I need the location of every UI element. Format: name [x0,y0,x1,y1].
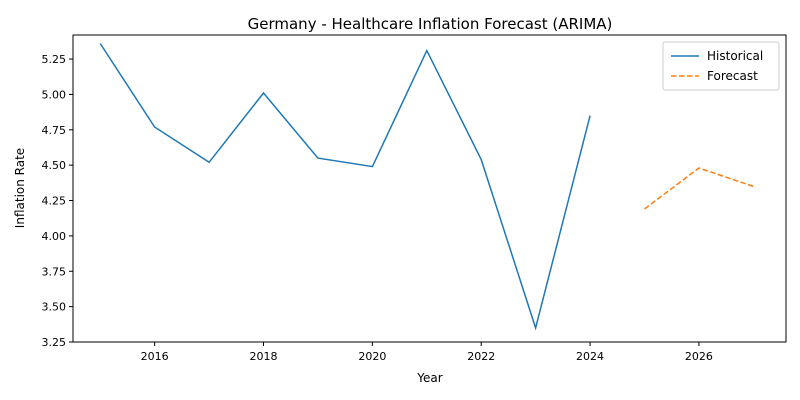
y-tick-label: 4.25 [42,195,67,208]
y-tick-label: 3.25 [42,336,67,349]
x-tick-label: 2022 [467,350,495,363]
legend-label-historical: Historical [707,49,763,63]
x-tick-label: 2018 [249,350,277,363]
legend-box [662,41,780,91]
series-line-forecast [644,167,754,210]
legend-label-forecast: Forecast [707,69,758,83]
x-axis-label: Year [416,371,442,385]
plot-area: 2016 2018 2020 2022 2024 2026 3.25 3.50 3.75 4.00… [42,43,754,363]
y-axis-label: Inflation Rate [13,148,27,228]
y-tick-label: 3.50 [42,301,67,314]
y-tick-label: 4.75 [42,124,67,137]
series-line-historical [99,43,591,331]
chart-title: Germany - Healthcare Inflation Forecast … [248,15,613,33]
x-tick-label: 2024 [576,350,604,363]
axes-frame [72,34,787,343]
y-tick-label: 3.75 [42,265,67,278]
y-tick-label: 5.25 [42,53,67,66]
x-tick-label: 2026 [685,350,713,363]
y-tick-label: 5.00 [42,88,67,101]
x-tick-label: 2016 [141,350,169,363]
legend: Historical Forecast [662,41,780,91]
y-tick-label: 4.00 [42,230,67,243]
x-tick-label: 2020 [358,350,386,363]
y-tick-label: 4.50 [42,159,67,172]
